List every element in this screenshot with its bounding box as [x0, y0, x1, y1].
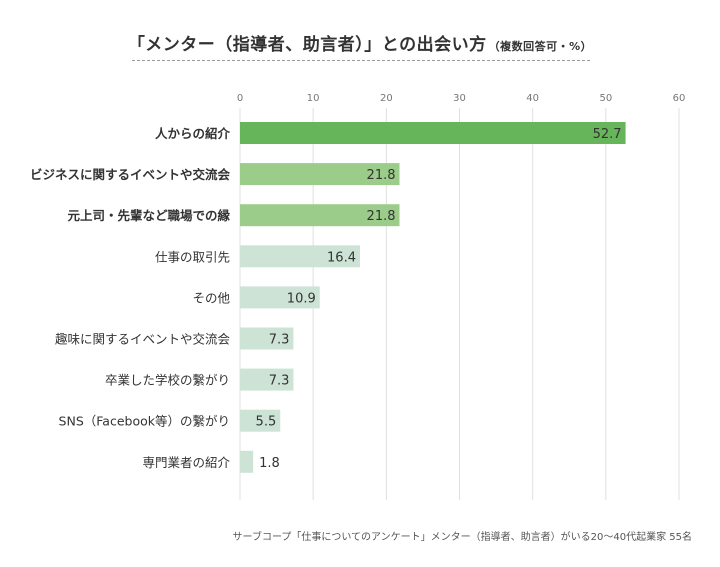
- value-label: 21.8: [367, 168, 396, 183]
- value-label: 5.5: [256, 415, 277, 430]
- category-label: 元上司・先輩など職場での縁: [67, 208, 230, 223]
- x-tick-label: 40: [526, 93, 539, 104]
- source-note: サーブコープ「仕事についてのアンケート」メンター（指導者、助言者）がいる20〜4…: [232, 532, 692, 543]
- x-tick-label: 60: [673, 93, 686, 104]
- x-tick-label: 20: [380, 93, 393, 104]
- value-label: 52.7: [593, 127, 622, 142]
- value-label: 21.8: [367, 209, 396, 224]
- chart-title-sub: （複数回答可・%）: [488, 40, 593, 53]
- chart-title-main: 「メンター（指導者、助言者）」との出会い方: [127, 35, 487, 55]
- x-tick-label: 0: [237, 93, 243, 104]
- category-label: その他: [192, 290, 230, 305]
- value-label: 16.4: [327, 250, 356, 265]
- category-label: 趣味に関するイベントや交流会: [55, 332, 231, 347]
- category-label: ビジネスに関するイベントや交流会: [30, 167, 231, 182]
- category-label: 専門業者の紹介: [142, 455, 230, 470]
- category-label: 仕事の取引先: [155, 249, 230, 264]
- category-label: 人からの紹介: [155, 126, 231, 141]
- value-labels: 52.7 21.8 21.8 16.4 10.9 7.3 7.3 5.5 1.8: [256, 127, 622, 471]
- title-divider: [132, 60, 590, 61]
- value-label: 10.9: [287, 291, 316, 306]
- bar: [240, 286, 320, 309]
- bar: [240, 245, 360, 268]
- bar: [240, 122, 626, 144]
- bar: [240, 204, 400, 227]
- value-label: 7.3: [269, 374, 290, 389]
- value-label: 1.8: [259, 456, 280, 471]
- bars: [240, 122, 626, 473]
- bar: [240, 409, 281, 432]
- bar: [240, 163, 400, 186]
- x-axis-ticks: 0 10 20 30 40 50 60: [237, 93, 686, 104]
- bar: [240, 450, 254, 473]
- category-labels: 人からの紹介ビジネスに関するイベントや交流会元上司・先輩など職場での縁仕事の取引…: [30, 126, 231, 470]
- x-tick-label: 10: [307, 93, 320, 104]
- x-tick-label: 50: [599, 93, 612, 104]
- category-label: 卒業した学校の繋がり: [105, 373, 230, 388]
- category-label: SNS（Facebook等）の繋がり: [59, 414, 230, 429]
- x-tick-label: 30: [453, 93, 466, 104]
- bar: [240, 368, 294, 391]
- chart-title: 「メンター（指導者、助言者）」との出会い方 （複数回答可・%）: [0, 30, 720, 55]
- value-label: 7.3: [269, 333, 290, 348]
- bar: [240, 327, 294, 350]
